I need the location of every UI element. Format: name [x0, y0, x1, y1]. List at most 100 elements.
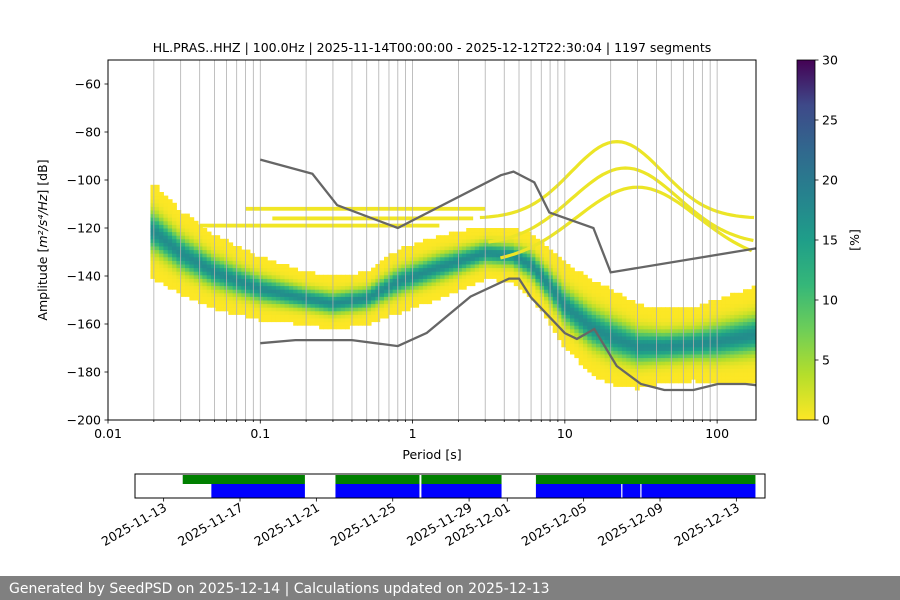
- psd-cell: [751, 307, 757, 312]
- psd-cell: [275, 274, 281, 279]
- psd-cell: [570, 282, 575, 287]
- psd-cell: [574, 282, 580, 287]
- psd-cell: [314, 289, 320, 294]
- psd-cell: [565, 274, 571, 279]
- psd-cell: [678, 307, 683, 312]
- psd-cell: [448, 274, 454, 279]
- psd-cell: [470, 256, 476, 261]
- psd-cell: [656, 368, 662, 373]
- psd-cell: [647, 343, 653, 348]
- psd-cell: [643, 379, 649, 384]
- psd-cell: [185, 267, 190, 272]
- x-tick-label: 0.01: [94, 426, 122, 441]
- psd-cell: [284, 278, 290, 283]
- psd-cell: [323, 292, 329, 297]
- psd-cell: [418, 285, 424, 290]
- psd-cell: [652, 339, 658, 344]
- psd-cell: [448, 285, 454, 290]
- psd-cell: [544, 267, 549, 272]
- psd-cell: [249, 260, 255, 265]
- psd-cell: [245, 264, 251, 269]
- psd-cell: [630, 328, 636, 333]
- psd-cell: [301, 292, 307, 297]
- psd-cell: [245, 282, 251, 287]
- psd-cell: [539, 278, 545, 283]
- psd-cell: [643, 364, 649, 369]
- psd-cell: [552, 282, 558, 287]
- psd-cell: [262, 282, 268, 287]
- psd-cell: [630, 372, 636, 377]
- psd-cell: [267, 289, 273, 294]
- psd-cell: [747, 339, 753, 344]
- psd-cell: [656, 321, 662, 326]
- psd-cell: [574, 303, 580, 308]
- psd-cell: [427, 289, 433, 294]
- psd-cell: [366, 271, 372, 276]
- psd-cell: [595, 285, 601, 290]
- psd-cell: [626, 307, 632, 312]
- psd-cell: [340, 285, 346, 290]
- psd-cell: [570, 307, 575, 312]
- psd-cell: [332, 318, 337, 323]
- psd-cell: [595, 328, 601, 333]
- psd-cell: [453, 285, 459, 290]
- psd-cell: [743, 300, 748, 305]
- psd-cell: [422, 242, 428, 247]
- psd-cell: [665, 325, 670, 330]
- psd-cell: [202, 285, 208, 290]
- psd-cell: [336, 325, 342, 330]
- psd-cell: [198, 292, 203, 297]
- psd-cell: [405, 296, 411, 301]
- psd-cell: [617, 343, 623, 348]
- psd-cell: [665, 328, 670, 333]
- psd-cell: [185, 271, 190, 276]
- psd-cell: [591, 361, 597, 366]
- psd-cell: [258, 314, 264, 319]
- psd-cell: [457, 235, 463, 240]
- psd-cell: [513, 256, 519, 261]
- psd-cell: [314, 282, 320, 287]
- psd-cell: [353, 318, 359, 323]
- psd-cell: [388, 256, 394, 261]
- psd-cell: [249, 310, 255, 315]
- psd-cell: [163, 202, 169, 207]
- psd-cell: [172, 253, 177, 258]
- psd-cell: [466, 253, 472, 258]
- psd-cell: [617, 328, 623, 333]
- psd-cell: [613, 375, 619, 380]
- psd-cell: [154, 202, 160, 207]
- psd-cell: [245, 296, 251, 301]
- psd-cell: [306, 321, 311, 326]
- psd-cell: [336, 314, 342, 319]
- psd-cell: [258, 289, 264, 294]
- psd-cell: [626, 343, 632, 348]
- psd-cell: [617, 300, 623, 305]
- psd-cell: [557, 260, 562, 265]
- psd-cell: [189, 249, 195, 254]
- psd-cell: [384, 303, 389, 308]
- psd-cell: [245, 303, 251, 308]
- psd-cell: [721, 339, 727, 344]
- psd-cell: [422, 292, 428, 297]
- psd-cell: [565, 310, 571, 315]
- psd-cell: [457, 274, 463, 279]
- psd-cell: [202, 274, 208, 279]
- psd-cell: [647, 364, 653, 369]
- psd-cell: [353, 303, 359, 308]
- psd-cell: [604, 296, 610, 301]
- psd-cell: [613, 332, 619, 337]
- psd-cell: [751, 332, 757, 337]
- psd-cell: [717, 357, 722, 362]
- psd-cell: [275, 314, 281, 319]
- psd-cell: [254, 314, 260, 319]
- psd-cell: [617, 346, 623, 351]
- psd-cell: [539, 249, 545, 254]
- psd-cell: [561, 300, 567, 305]
- psd-cell: [198, 249, 203, 254]
- psd-cell: [591, 332, 597, 337]
- psd-cell: [621, 336, 627, 341]
- psd-cell: [280, 307, 286, 312]
- psd-cell: [448, 242, 454, 247]
- psd-cell: [587, 289, 593, 294]
